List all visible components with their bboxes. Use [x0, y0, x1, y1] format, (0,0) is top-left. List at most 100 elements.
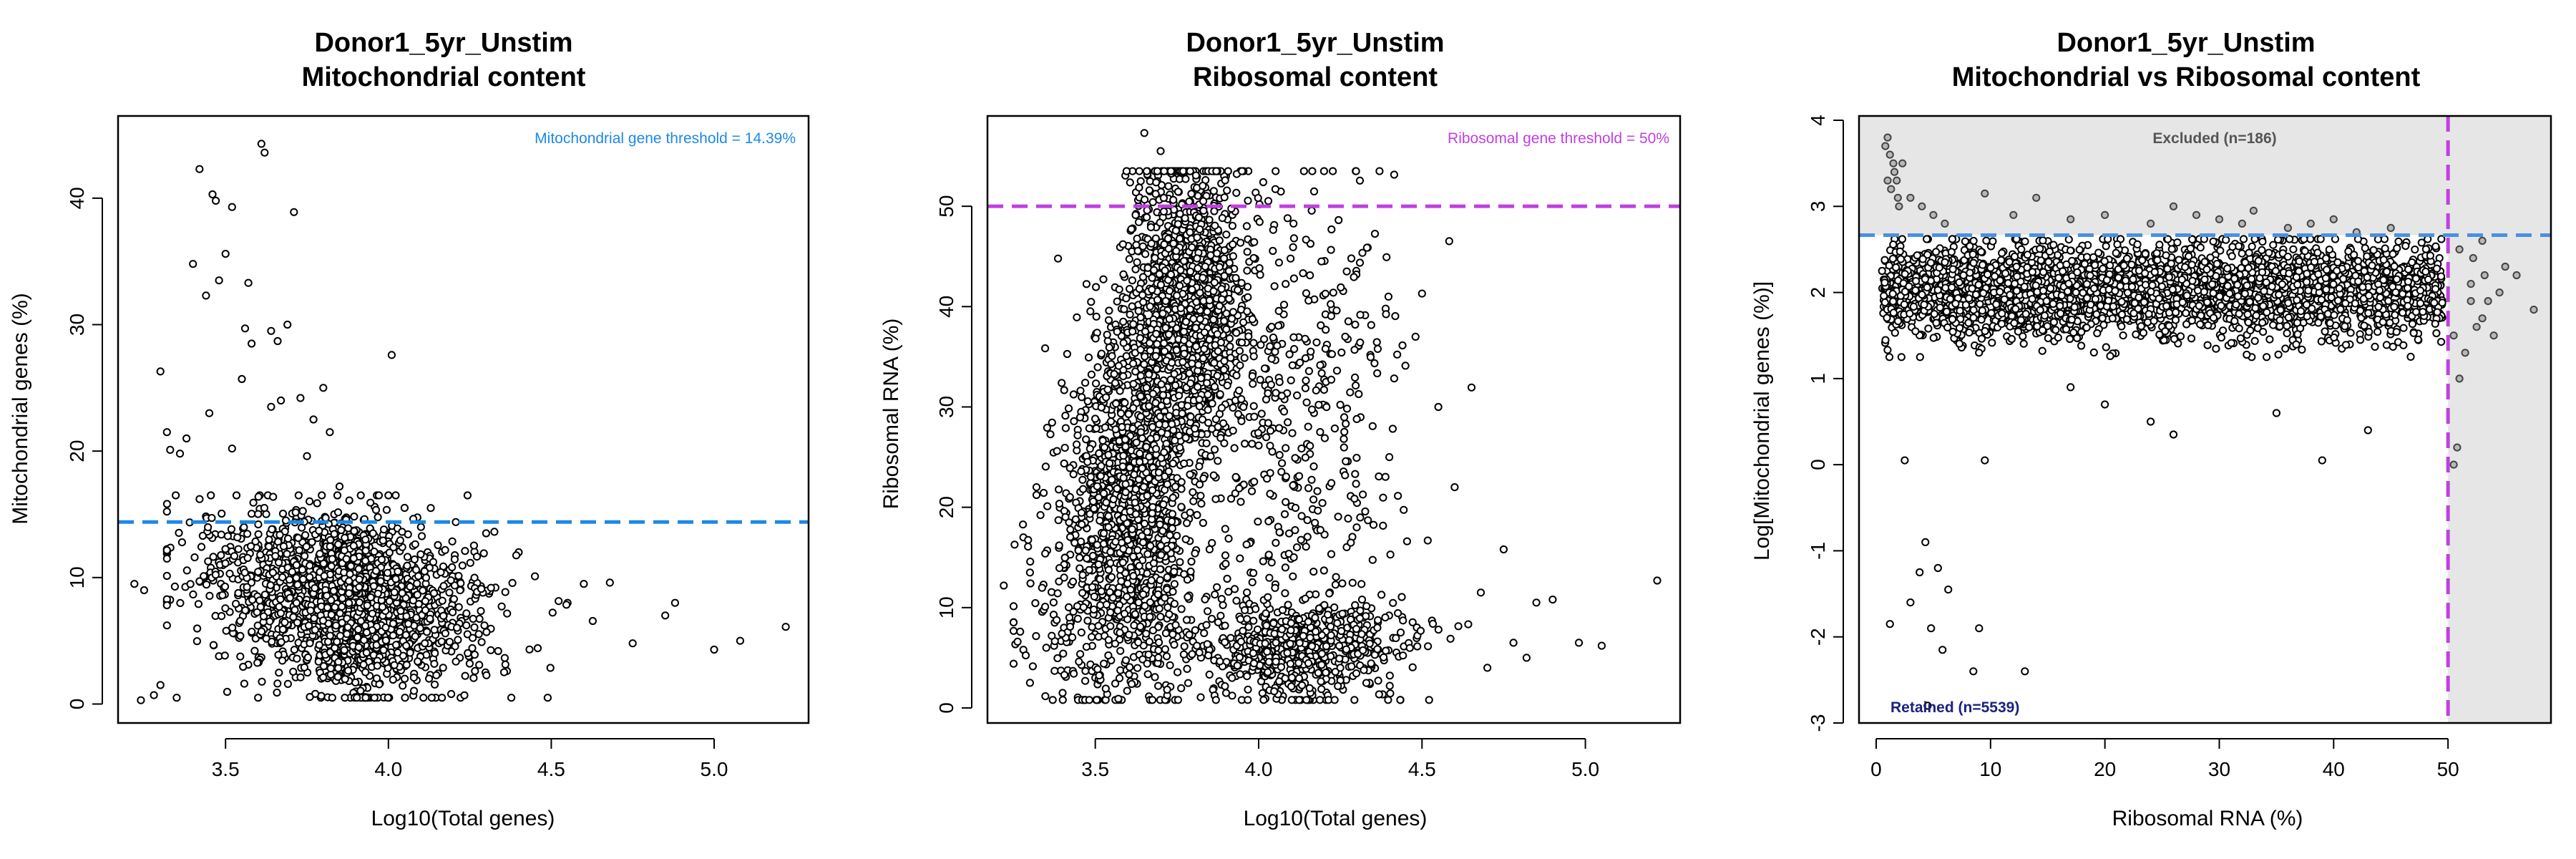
data-point — [394, 567, 402, 576]
panel-title-line1: Donor1_5yr_Unstim — [1186, 28, 1444, 58]
data-point — [413, 579, 421, 588]
data-point — [1218, 214, 1226, 223]
data-point — [256, 550, 265, 559]
data-point — [1091, 414, 1100, 423]
data-point — [338, 594, 347, 603]
data-point — [354, 643, 363, 651]
data-point — [475, 661, 484, 669]
data-point — [1019, 520, 1028, 529]
data-point — [1105, 306, 1113, 315]
data-point — [1102, 393, 1111, 402]
data-point — [218, 612, 226, 621]
data-point — [306, 497, 314, 506]
data-point — [425, 674, 434, 683]
data-point — [1129, 552, 1138, 561]
data-point — [1122, 167, 1131, 175]
data-point — [218, 509, 226, 518]
data-point — [543, 694, 552, 702]
data-point — [1121, 480, 1130, 489]
data-point — [1180, 257, 1189, 266]
data-point — [198, 531, 207, 540]
data-point — [462, 609, 471, 618]
data-point — [661, 611, 670, 620]
data-point — [371, 634, 380, 642]
data-point — [349, 541, 358, 550]
data-point — [398, 528, 406, 536]
data-point — [548, 608, 557, 617]
plot-frame — [117, 115, 810, 724]
data-point — [1154, 681, 1163, 690]
data-point — [1032, 483, 1041, 492]
data-point — [1161, 296, 1170, 306]
data-point — [1055, 564, 1064, 573]
data-point — [273, 336, 282, 346]
data-point — [1048, 631, 1056, 640]
data-point — [431, 649, 439, 658]
data-point — [295, 546, 303, 555]
data-point — [1156, 576, 1164, 585]
data-point — [1156, 281, 1166, 289]
data-point — [470, 651, 479, 659]
data-point — [1157, 402, 1166, 410]
data-point — [1054, 516, 1063, 525]
data-point — [1097, 349, 1106, 358]
data-point — [1061, 513, 1070, 521]
data-point — [1205, 215, 1214, 224]
data-point — [1169, 493, 1177, 502]
data-point — [1176, 210, 1184, 218]
data-point — [356, 617, 365, 626]
data-point — [1128, 327, 1137, 336]
data-point — [1143, 569, 1151, 578]
data-point — [389, 675, 397, 684]
panel-title-line2: Ribosomal content — [1193, 62, 1438, 92]
data-point — [244, 278, 253, 287]
data-point — [419, 694, 428, 702]
data-point — [1133, 546, 1142, 555]
data-point — [298, 507, 307, 515]
data-point — [1150, 266, 1158, 274]
data-point — [1065, 492, 1074, 502]
data-point — [1081, 546, 1090, 555]
data-point — [1168, 420, 1176, 429]
data-point — [190, 553, 199, 562]
data-point — [1043, 424, 1052, 432]
data-point — [333, 491, 342, 500]
data-point — [1091, 334, 1100, 343]
data-point — [1151, 190, 1160, 198]
data-point — [409, 674, 419, 682]
data-point — [248, 510, 256, 518]
data-point — [1099, 275, 1108, 283]
data-point — [1166, 167, 1176, 175]
data-point — [1173, 531, 1181, 540]
data-point — [466, 558, 474, 567]
data-point — [501, 660, 509, 669]
data-point — [1065, 603, 1073, 612]
data-point — [1121, 435, 1130, 444]
data-point — [228, 203, 236, 211]
data-point — [333, 508, 343, 517]
data-point — [1204, 390, 1212, 399]
data-point — [360, 636, 369, 644]
y-tick-label: 30 — [66, 314, 88, 336]
data-point — [195, 165, 204, 173]
data-point — [189, 260, 197, 268]
data-point — [1181, 434, 1190, 442]
data-points — [1000, 129, 1662, 704]
data-point — [454, 572, 463, 581]
data-point — [1183, 276, 1191, 285]
data-point — [1138, 434, 1146, 443]
data-point — [228, 445, 236, 453]
data-point — [1075, 413, 1085, 422]
data-point — [1059, 649, 1068, 658]
data-point — [1053, 589, 1062, 598]
data-point — [1197, 500, 1206, 508]
data-point — [469, 634, 477, 642]
data-point — [227, 525, 235, 533]
data-point — [402, 612, 411, 621]
data-point — [248, 596, 257, 604]
data-point — [381, 636, 390, 645]
data-point — [1236, 238, 1245, 247]
data-point — [300, 663, 308, 671]
data-point — [243, 553, 252, 563]
data-point — [426, 504, 435, 513]
